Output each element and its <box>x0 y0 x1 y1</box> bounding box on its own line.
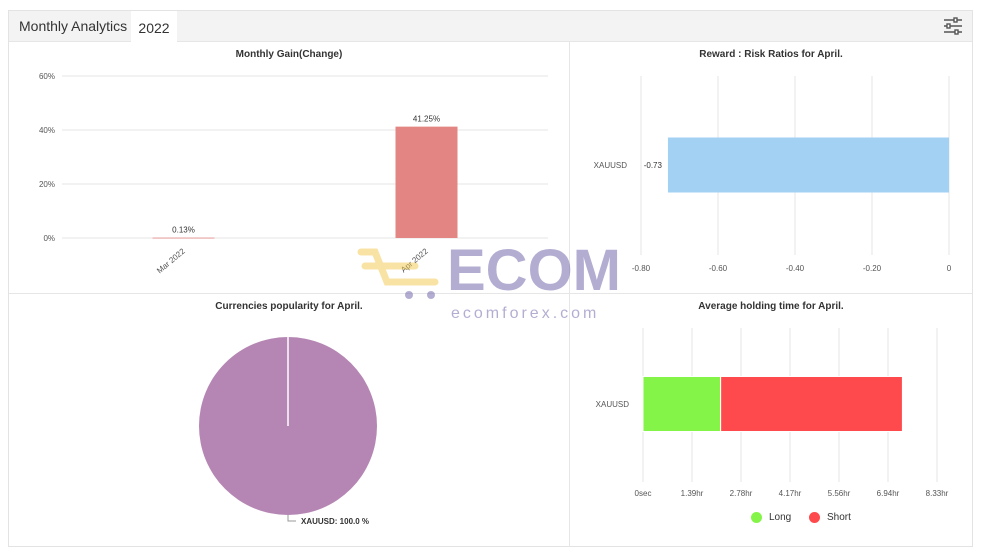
ecomforex-watermark-logo: ECOM ecomforex.com <box>357 238 621 322</box>
hold-x-tick: 5.56hr <box>828 489 851 498</box>
legend-item-short[interactable]: Short <box>809 512 851 523</box>
gain-bar-label: 0.13% <box>172 226 195 235</box>
watermark-site: ecomforex.com <box>451 305 599 322</box>
rr-x-tick: 0 <box>947 264 952 273</box>
pie-label-connector <box>287 515 296 522</box>
reward-risk-title: Reward : Risk Ratios for April. <box>699 49 843 60</box>
panel-divider-vertical <box>569 42 570 547</box>
legend-short-label: Short <box>827 512 851 523</box>
holding-time-title: Average holding time for April. <box>698 301 844 312</box>
rr-x-tick: -0.40 <box>786 264 805 273</box>
gain-y-tick: 40% <box>39 126 55 135</box>
rr-x-tick: -0.20 <box>863 264 882 273</box>
rr-bar-label: -0.73 <box>644 161 663 170</box>
gain-bar[interactable] <box>395 126 458 238</box>
rr-x-tick: -0.80 <box>632 264 651 273</box>
legend-long-label: Long <box>769 512 792 523</box>
hold-x-tick: 8.33hr <box>926 489 949 498</box>
legend-long-dot <box>751 512 762 523</box>
currencies-popularity-title: Currencies popularity for April. <box>215 301 363 312</box>
monthly-gain-title: Monthly Gain(Change) <box>235 49 343 60</box>
rr-x-tick: -0.60 <box>709 264 728 273</box>
gain-y-tick: 60% <box>39 72 55 81</box>
panel-divider-horizontal <box>9 293 972 294</box>
hold-bar-segment[interactable] <box>642 376 722 432</box>
hold-x-tick: 4.17hr <box>779 489 802 498</box>
gain-bar[interactable] <box>152 237 215 239</box>
tab-monthly-analytics[interactable]: Monthly Analytics <box>19 18 128 34</box>
tab-year-2022[interactable]: 2022 <box>131 11 177 43</box>
legend-item-long[interactable]: Long <box>751 512 791 523</box>
gain-y-tick: 0% <box>43 234 55 243</box>
hold-x-tick: 1.39hr <box>681 489 704 498</box>
legend-short-dot <box>809 512 820 523</box>
hold-bar-segment[interactable] <box>720 376 903 432</box>
hold-x-tick: 6.94hr <box>877 489 900 498</box>
gain-y-tick: 20% <box>39 180 55 189</box>
analytics-panel <box>8 10 973 547</box>
watermark-brand: ECOM <box>447 238 621 303</box>
rr-bar[interactable] <box>667 137 949 193</box>
tab-bar: Monthly Analytics 2022 <box>9 11 972 43</box>
rr-y-tick: XAUUSD <box>594 161 628 170</box>
sliders-icon[interactable] <box>942 15 964 37</box>
pie-slice-label: XAUUSD: 100.0 % <box>301 517 369 526</box>
hold-y-tick: XAUUSD <box>596 400 630 409</box>
hold-x-tick: 2.78hr <box>730 489 753 498</box>
hold-x-tick: 0sec <box>635 489 652 498</box>
gain-bar-label: 41.25% <box>413 115 440 124</box>
